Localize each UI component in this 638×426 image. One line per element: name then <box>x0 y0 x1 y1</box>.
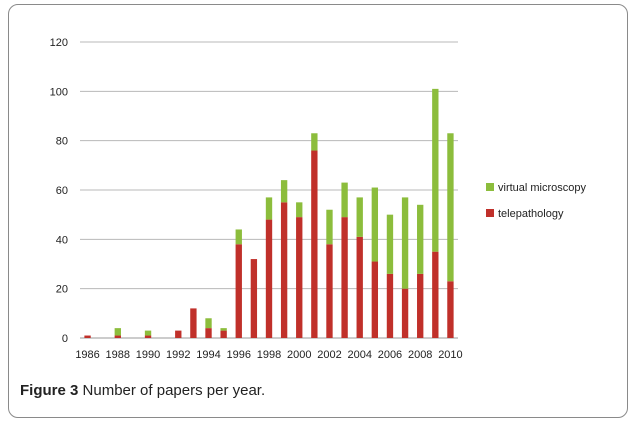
x-tick-label: 2004 <box>347 349 371 361</box>
bars <box>84 88 454 338</box>
bar-telepathology-1992 <box>175 330 182 338</box>
bar-telepathology-2008 <box>417 273 424 338</box>
bar-virtual-microscopy-2003 <box>341 182 348 218</box>
bar-telepathology-2002 <box>326 244 333 338</box>
bar-telepathology-1988 <box>114 335 121 338</box>
bar-virtual-microscopy-1994 <box>205 318 212 329</box>
bar-virtual-microscopy-2009 <box>432 88 439 252</box>
figure-frame <box>8 4 628 418</box>
bar-telepathology-1995 <box>220 330 227 338</box>
bar-telepathology-2009 <box>432 251 439 338</box>
bar-telepathology-2004 <box>356 236 363 338</box>
bar-telepathology-2010 <box>447 281 454 338</box>
bar-telepathology-2006 <box>386 273 394 338</box>
bar-virtual-microscopy-2006 <box>386 214 394 274</box>
bar-telepathology-1993 <box>190 308 197 338</box>
bar-telepathology-1994 <box>205 328 212 338</box>
y-tick-label: 100 <box>50 86 68 98</box>
bar-telepathology-2000 <box>296 217 303 338</box>
legend-label-telepathology: telepathology <box>498 208 564 220</box>
grid-lines <box>80 41 458 339</box>
bar-virtual-microscopy-2000 <box>296 202 303 218</box>
y-tick-label: 20 <box>56 284 68 296</box>
bar-virtual-microscopy-2008 <box>417 204 424 274</box>
x-tick-label: 1988 <box>106 349 130 361</box>
bar-virtual-microscopy-2004 <box>356 197 363 237</box>
bar-virtual-microscopy-2001 <box>311 133 318 151</box>
bar-telepathology-1996 <box>235 244 242 338</box>
bar-telepathology-1999 <box>280 202 288 338</box>
x-tick-label: 1990 <box>136 349 160 361</box>
legend-swatch-virtual-microscopy <box>486 183 494 191</box>
bar-virtual-microscopy-1988 <box>114 328 121 336</box>
bar-virtual-microscopy-1990 <box>144 330 152 336</box>
bar-telepathology-1986 <box>84 335 91 338</box>
bar-telepathology-1998 <box>265 219 273 338</box>
bar-virtual-microscopy-2002 <box>326 209 333 245</box>
bar-telepathology-2007 <box>401 288 409 338</box>
legend-swatch-telepathology <box>486 209 494 217</box>
legend: virtual microscopy telepathology <box>486 182 587 220</box>
y-tick-label: 0 <box>62 333 68 345</box>
y-tick-label: 120 <box>50 37 68 49</box>
bar-telepathology-2001 <box>311 150 318 338</box>
x-tick-label: 1986 <box>75 349 99 361</box>
bar-telepathology-1997 <box>250 259 258 338</box>
bar-telepathology-2005 <box>371 261 379 338</box>
x-tick-label: 1996 <box>227 349 251 361</box>
y-tick-label: 60 <box>56 185 68 197</box>
x-tick-label: 2008 <box>408 349 432 361</box>
y-axis-ticks: 0 20 40 60 80 100 120 <box>50 37 68 345</box>
bar-virtual-microscopy-2007 <box>401 197 409 289</box>
bar-virtual-microscopy-1998 <box>265 197 273 220</box>
figure-caption-text: Number of papers per year. <box>82 382 266 399</box>
x-axis-ticks: 1986 1988 1990 1992 1994 1996 1998 2000 2002 2004… <box>75 349 462 361</box>
y-tick-label: 80 <box>56 136 68 148</box>
figure-caption: Figure 3 Number of papers per year. <box>20 382 265 399</box>
bar-virtual-microscopy-1995 <box>220 328 227 331</box>
y-tick-label: 40 <box>56 234 68 246</box>
x-tick-label: 1998 <box>257 349 281 361</box>
x-tick-label: 2002 <box>317 349 341 361</box>
stacked-bar-chart: 0 20 40 60 80 100 120 1986 1988 1990 1992 1994 1996… <box>50 37 587 361</box>
x-tick-label: 2010 <box>438 349 462 361</box>
bar-virtual-microscopy-1999 <box>280 180 288 203</box>
x-tick-label: 2006 <box>378 349 402 361</box>
bar-virtual-microscopy-2010 <box>447 133 454 282</box>
legend-label-virtual-microscopy: virtual microscopy <box>498 182 587 194</box>
bar-telepathology-1990 <box>144 335 152 338</box>
x-tick-label: 1992 <box>166 349 190 361</box>
bar-virtual-microscopy-1996 <box>235 229 242 245</box>
bar-telepathology-2003 <box>341 217 348 338</box>
figure-label: Figure 3 <box>20 382 79 399</box>
x-tick-label: 1994 <box>196 349 220 361</box>
bar-virtual-microscopy-2005 <box>371 187 379 262</box>
x-tick-label: 2000 <box>287 349 311 361</box>
